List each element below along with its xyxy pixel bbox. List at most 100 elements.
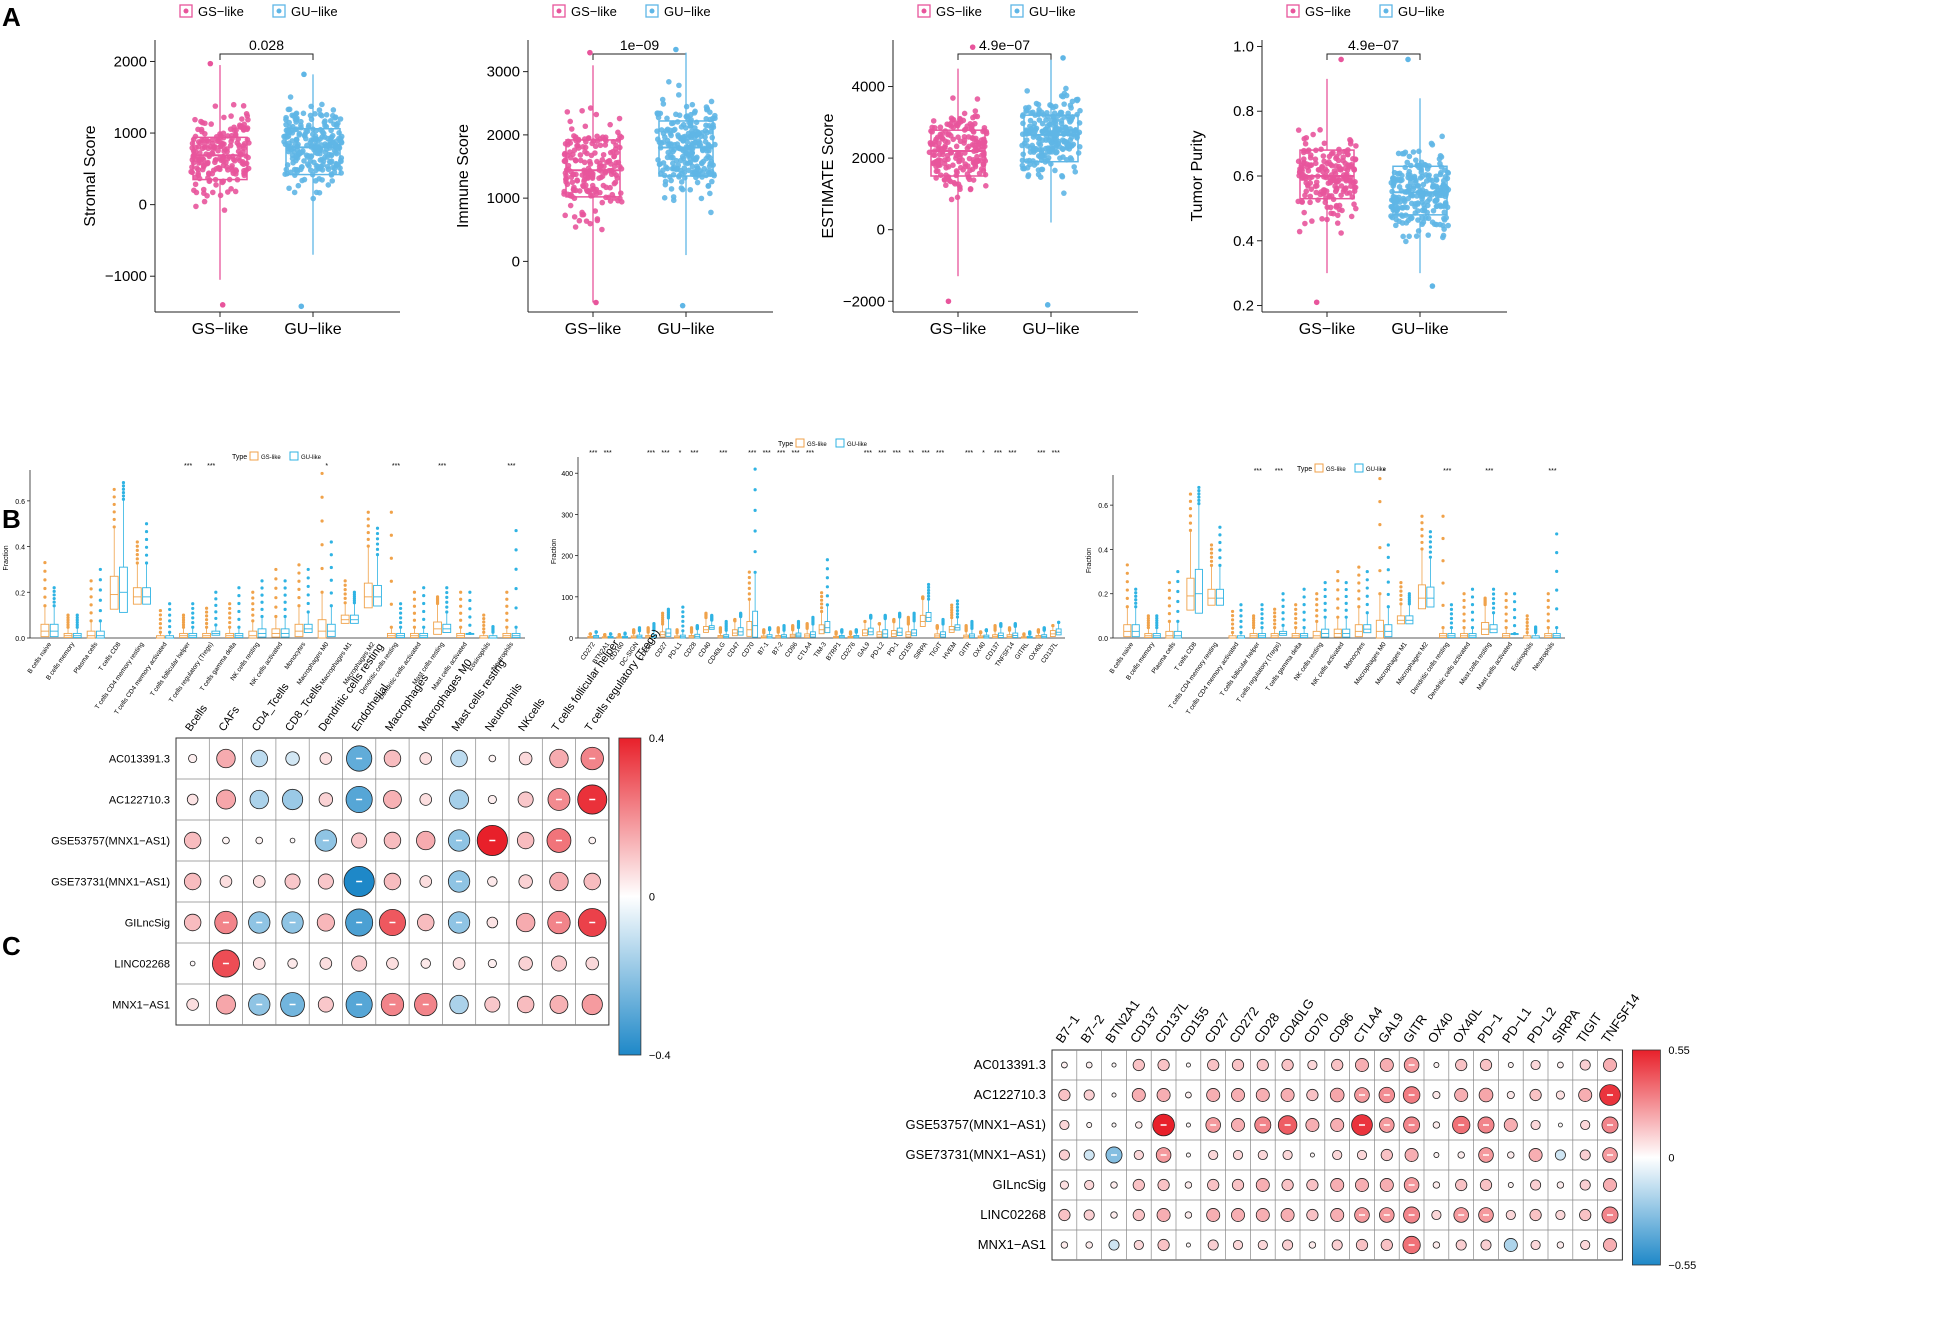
outlier-point <box>389 533 393 537</box>
data-point <box>319 134 325 140</box>
outlier-point <box>75 623 79 627</box>
outlier-point <box>1252 625 1256 630</box>
outlier-point <box>144 522 149 526</box>
data-point <box>1338 230 1344 236</box>
data-point <box>1317 127 1323 133</box>
outlier-point <box>747 570 751 574</box>
outlier-point <box>1428 555 1432 559</box>
data-point <box>948 120 954 127</box>
correlation-circle <box>1061 1061 1068 1069</box>
correlation-circle <box>1110 1181 1118 1189</box>
outlier-point <box>412 604 417 608</box>
outlier-point <box>320 495 324 499</box>
data-point <box>1027 123 1033 130</box>
data-point <box>1300 149 1307 156</box>
data-point <box>694 163 700 170</box>
outlier-point <box>66 620 70 625</box>
data-point <box>611 180 618 187</box>
data-point <box>286 140 292 146</box>
outlier-point <box>1323 615 1327 619</box>
outlier-point <box>747 581 751 585</box>
outlier-point <box>412 625 417 629</box>
outlier-point <box>1315 614 1319 618</box>
x-tick-label: B7-2 <box>771 641 785 657</box>
data-point <box>571 187 577 194</box>
data-point <box>582 123 589 130</box>
outlier-point <box>1386 580 1390 584</box>
correlation-circle <box>1257 1239 1268 1251</box>
data-point <box>658 127 665 133</box>
correlation-circle <box>1379 1178 1394 1192</box>
data-point <box>616 115 623 122</box>
data-point <box>703 122 709 129</box>
outlier-point <box>782 624 786 628</box>
outlier-point <box>1357 565 1361 569</box>
data-point <box>337 116 344 122</box>
correlation-circle <box>583 872 601 891</box>
data-point <box>217 138 223 145</box>
data-point <box>1301 209 1307 216</box>
outlier-point <box>343 592 347 596</box>
outlier-point <box>398 616 403 620</box>
y-tick-label: 1000 <box>114 125 147 142</box>
data-point <box>957 151 964 158</box>
data-point <box>298 122 304 129</box>
correlation-circle <box>1060 1241 1069 1249</box>
outlier-point <box>320 543 324 547</box>
correlation-circle <box>1554 1149 1566 1161</box>
y-tick-label: 1000 <box>487 190 520 207</box>
column-label: TNFSF14 <box>1598 991 1643 1046</box>
data-point <box>1393 222 1399 229</box>
data-point <box>592 208 599 214</box>
data-point <box>1399 220 1406 226</box>
outlier-point <box>1399 593 1403 597</box>
outlier-point <box>204 618 209 622</box>
outlier-point <box>1167 612 1172 616</box>
outlier-point <box>747 592 751 596</box>
outlier-point <box>926 582 931 587</box>
x-tick-label: T cells CD8 <box>98 641 123 673</box>
outlier-point <box>1125 605 1129 609</box>
data-point <box>955 134 961 140</box>
outlier-point <box>459 618 463 622</box>
outlier-point <box>1260 621 1264 625</box>
data-point <box>962 161 969 167</box>
legend-key <box>1314 463 1324 473</box>
correlation-circle <box>1206 1208 1221 1222</box>
outlier-point <box>681 614 685 619</box>
data-point <box>689 101 696 108</box>
outlier-point <box>681 610 685 614</box>
data-point <box>1067 137 1074 143</box>
data-point <box>321 119 328 126</box>
color-legend-bar <box>1632 1049 1661 1266</box>
outlier-point <box>1294 625 1298 630</box>
data-point <box>1400 233 1406 240</box>
data-point <box>1024 88 1030 94</box>
data-point <box>614 175 621 181</box>
outlier-point <box>632 628 636 632</box>
data-point <box>333 150 340 157</box>
correlation-circle <box>419 875 433 888</box>
data-point <box>562 158 568 164</box>
box <box>192 136 248 181</box>
data-point <box>708 98 715 105</box>
data-point <box>1038 109 1045 116</box>
data-point <box>1348 161 1355 168</box>
data-point <box>240 103 247 109</box>
outlier-point <box>320 519 324 523</box>
outlier-point <box>366 517 370 521</box>
outlier-point <box>343 596 347 601</box>
correlation-circle <box>1255 1088 1270 1102</box>
box <box>109 575 119 610</box>
data-point <box>200 156 207 163</box>
data-point <box>195 139 202 145</box>
data-point <box>198 126 205 133</box>
outlier-point <box>251 607 255 612</box>
data-point <box>976 170 983 177</box>
data-point <box>332 115 338 121</box>
outlier-point <box>135 540 139 544</box>
outlier-point <box>181 625 186 629</box>
outlier-point <box>1281 623 1285 627</box>
correlation-circle <box>588 836 597 845</box>
outlier-point <box>112 510 116 514</box>
